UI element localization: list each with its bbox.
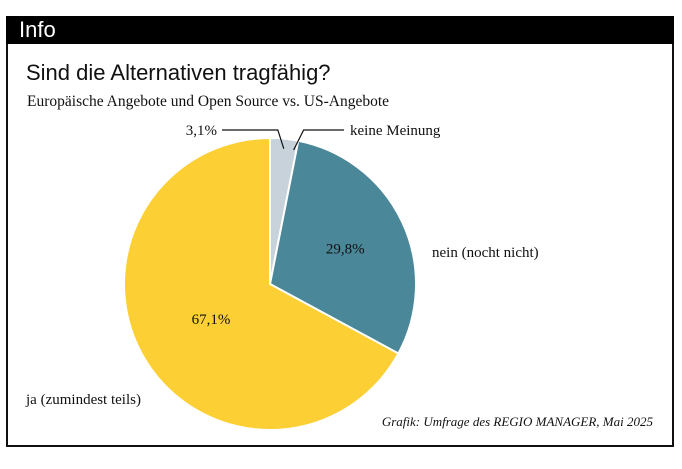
slice-category-label-2: nein (nocht nicht) [432, 245, 539, 261]
pie-slice-2 [268, 139, 417, 355]
info-header-label: Info [19, 17, 56, 42]
slice-value-label-3: 67,1% [192, 312, 231, 328]
slice-value-label-2: 29,8% [326, 242, 365, 258]
leader-line-category-1 [293, 129, 344, 151]
slice-value-label-1: 3,1% [186, 123, 217, 139]
leader-line-value-1 [222, 129, 285, 149]
chart-title: Sind die Alternativen tragfähig? [26, 60, 331, 85]
slice-category-label-3: ja (zumindest teils) [25, 392, 141, 408]
slice-category-label-1: keine Meinung [350, 123, 441, 139]
chart-subtitle: Europäische Angebote und Open Source vs.… [27, 93, 390, 110]
chart-source-note: Grafik: Umfrage des REGIO MANAGER, Mai 2… [381, 414, 653, 429]
info-header-bar: Info [6, 16, 674, 44]
pie-slice-3 [123, 136, 400, 431]
